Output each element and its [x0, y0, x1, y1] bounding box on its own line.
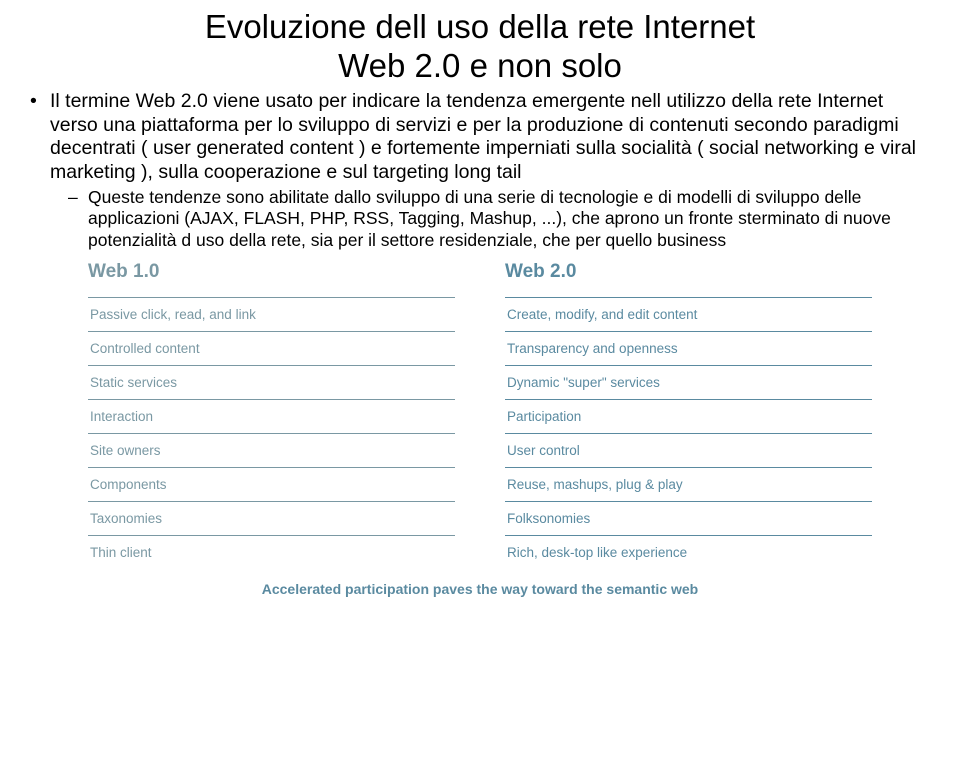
web1-title: Web 1.0	[88, 261, 455, 283]
web1-row: Taxonomies	[88, 501, 455, 535]
bullet-1-text: Il termine Web 2.0 viene usato per indic…	[50, 90, 916, 183]
web1-row: Controlled content	[88, 331, 455, 365]
bullet-2-text: Queste tendenze sono abilitate dallo svi…	[88, 187, 891, 250]
title-line-1: Evoluzione dell uso della rete Internet	[205, 8, 755, 45]
bullet-list: Il termine Web 2.0 viene usato per indic…	[28, 90, 932, 251]
web1-row: Passive click, read, and link	[88, 297, 455, 331]
web2-row: Dynamic "super" services	[505, 365, 872, 399]
web2-row: Reuse, mashups, plug & play	[505, 467, 872, 501]
web1-row: Thin client	[88, 535, 455, 569]
diagram-footer: Accelerated participation paves the way …	[88, 581, 872, 597]
title-line-2: Web 2.0 e non solo	[338, 47, 622, 84]
web2-row: Folksonomies	[505, 501, 872, 535]
web2-row: Participation	[505, 399, 872, 433]
slide-title: Evoluzione dell uso della rete Internet …	[28, 8, 932, 86]
bullet-level-1: Il termine Web 2.0 viene usato per indic…	[28, 90, 932, 185]
web2-row: Transparency and openness	[505, 331, 872, 365]
slide: Evoluzione dell uso della rete Internet …	[0, 0, 960, 597]
diagram-columns: Web 1.0 Passive click, read, and link Co…	[88, 261, 872, 569]
web1-row: Site owners	[88, 433, 455, 467]
web2-title: Web 2.0	[505, 261, 872, 283]
web2-row: User control	[505, 433, 872, 467]
web-comparison-diagram: Web 1.0 Passive click, read, and link Co…	[88, 261, 872, 597]
web1-row: Interaction	[88, 399, 455, 433]
web1-row: Static services	[88, 365, 455, 399]
web2-row: Create, modify, and edit content	[505, 297, 872, 331]
web2-row: Rich, desk-top like experience	[505, 535, 872, 569]
web1-column: Web 1.0 Passive click, read, and link Co…	[88, 261, 455, 569]
web1-row: Components	[88, 467, 455, 501]
bullet-level-2: Queste tendenze sono abilitate dallo svi…	[28, 187, 932, 251]
web2-column: Web 2.0 Create, modify, and edit content…	[505, 261, 872, 569]
